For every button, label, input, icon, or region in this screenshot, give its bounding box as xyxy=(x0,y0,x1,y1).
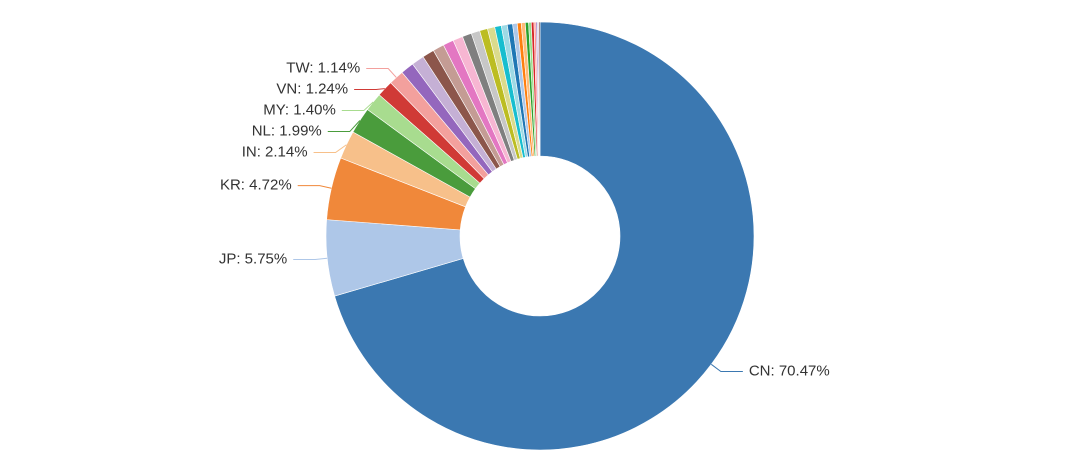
label-line xyxy=(366,68,397,78)
data-label: TW: 1.14% xyxy=(286,60,360,77)
data-label: IN: 2.14% xyxy=(242,144,308,161)
slice xyxy=(538,21,541,157)
label-line xyxy=(297,185,332,189)
data-label: KR: 4.72% xyxy=(220,177,292,194)
label-line xyxy=(354,88,385,91)
label-line xyxy=(341,101,374,112)
data-label: CN: 70.47% xyxy=(749,362,830,379)
data-label: JP: 5.75% xyxy=(219,250,287,267)
data-label: NL: 1.99% xyxy=(252,123,322,140)
label-line xyxy=(293,257,328,260)
label-line xyxy=(710,363,743,373)
data-label: MY: 1.40% xyxy=(263,102,336,119)
data-label: VN: 1.24% xyxy=(276,81,348,98)
label-line xyxy=(327,120,361,133)
label-line xyxy=(313,144,347,154)
slice xyxy=(334,21,755,451)
